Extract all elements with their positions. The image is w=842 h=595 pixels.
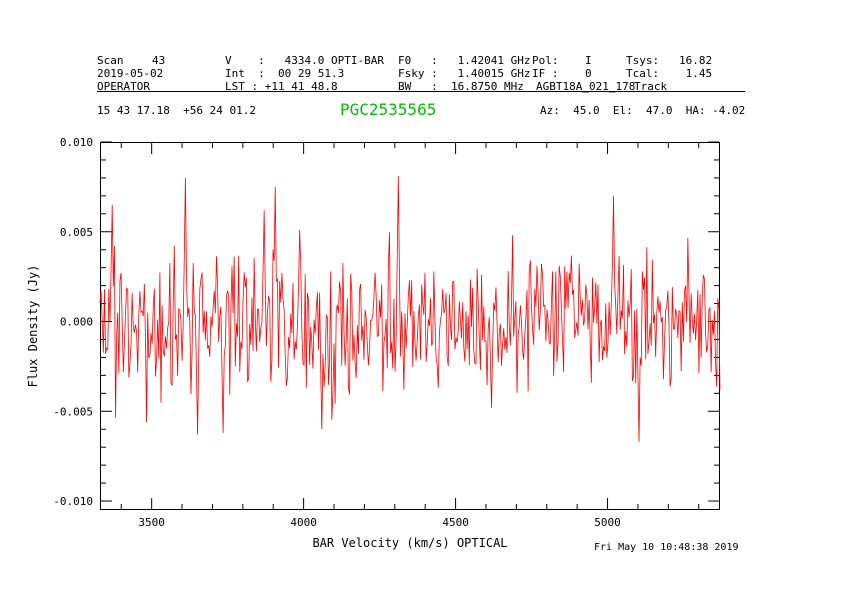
scan-value: 43 <box>152 54 166 67</box>
date-field: 2019-05-02 <box>97 67 164 80</box>
scan-label: Scan <box>97 54 124 67</box>
y-tick-label: 0.010 <box>60 136 93 149</box>
procedure-field: Track <box>634 80 668 93</box>
fsky-field: Fsky : 1.40015 GHz <box>398 67 531 80</box>
tsys-field: Tsys: 16.82 <box>626 54 713 67</box>
header-divider <box>97 91 745 92</box>
x-tick-label: 3500 <box>138 516 165 529</box>
azelha-field: Az: 45.0 El: 47.0 HA: -4.02 <box>540 104 746 117</box>
x-axis-title: BAR Velocity (km/s) OPTICAL <box>312 536 507 550</box>
f0-field: F0 : 1.42041 GHz <box>398 54 531 67</box>
x-tick-label: 5000 <box>594 516 621 529</box>
footer-timestamp: Fri May 10 10:48:38 2019 <box>594 542 739 553</box>
y-tick-label: -0.005 <box>53 405 93 418</box>
y-axis-title: Flux Density (Jy) <box>26 265 40 388</box>
header-line-3: OPERATOR LST : +11 41 48.8 BW : 16.8750 … <box>0 80 842 93</box>
pol-field: Pol: I <box>532 54 592 67</box>
y-tick-label: 0.000 <box>60 316 93 329</box>
y-tick-label: 0.005 <box>60 226 93 239</box>
project-field: AGBT18A_021_178 <box>536 80 636 93</box>
bw-field: BW : 16.8750 MHz <box>398 80 524 93</box>
source-title: PGC2535565 <box>340 100 437 119</box>
int-field: Int : 00 29 51.3 <box>225 67 345 80</box>
x-tick-label: 4500 <box>442 516 469 529</box>
coordinates-field: 15 43 17.18 +56 24 01.2 <box>97 104 256 117</box>
y-tick-label: -0.010 <box>53 495 93 508</box>
header-line-1: Scan 43 V : 4334.0 OPTI-BAR F0 : 1.42041… <box>0 54 842 67</box>
x-tick-label: 4000 <box>290 516 317 529</box>
tcal-field: Tcal: 1.45 <box>626 67 713 80</box>
header-line-4: 15 43 17.18 +56 24 01.2 Az: 45.0 El: 47.… <box>0 104 842 117</box>
lst-field: LST : +11 41 48.8 <box>225 80 338 93</box>
plot-frame <box>100 142 720 510</box>
velocity-field: V : 4334.0 OPTI-BAR <box>225 54 384 67</box>
spectrum-line <box>99 176 721 442</box>
if-field: IF : 0 <box>532 67 592 80</box>
observer-field: OPERATOR <box>97 80 150 93</box>
header-line-2: 2019-05-02 Int : 00 29 51.3 Fsky : 1.400… <box>0 67 842 80</box>
